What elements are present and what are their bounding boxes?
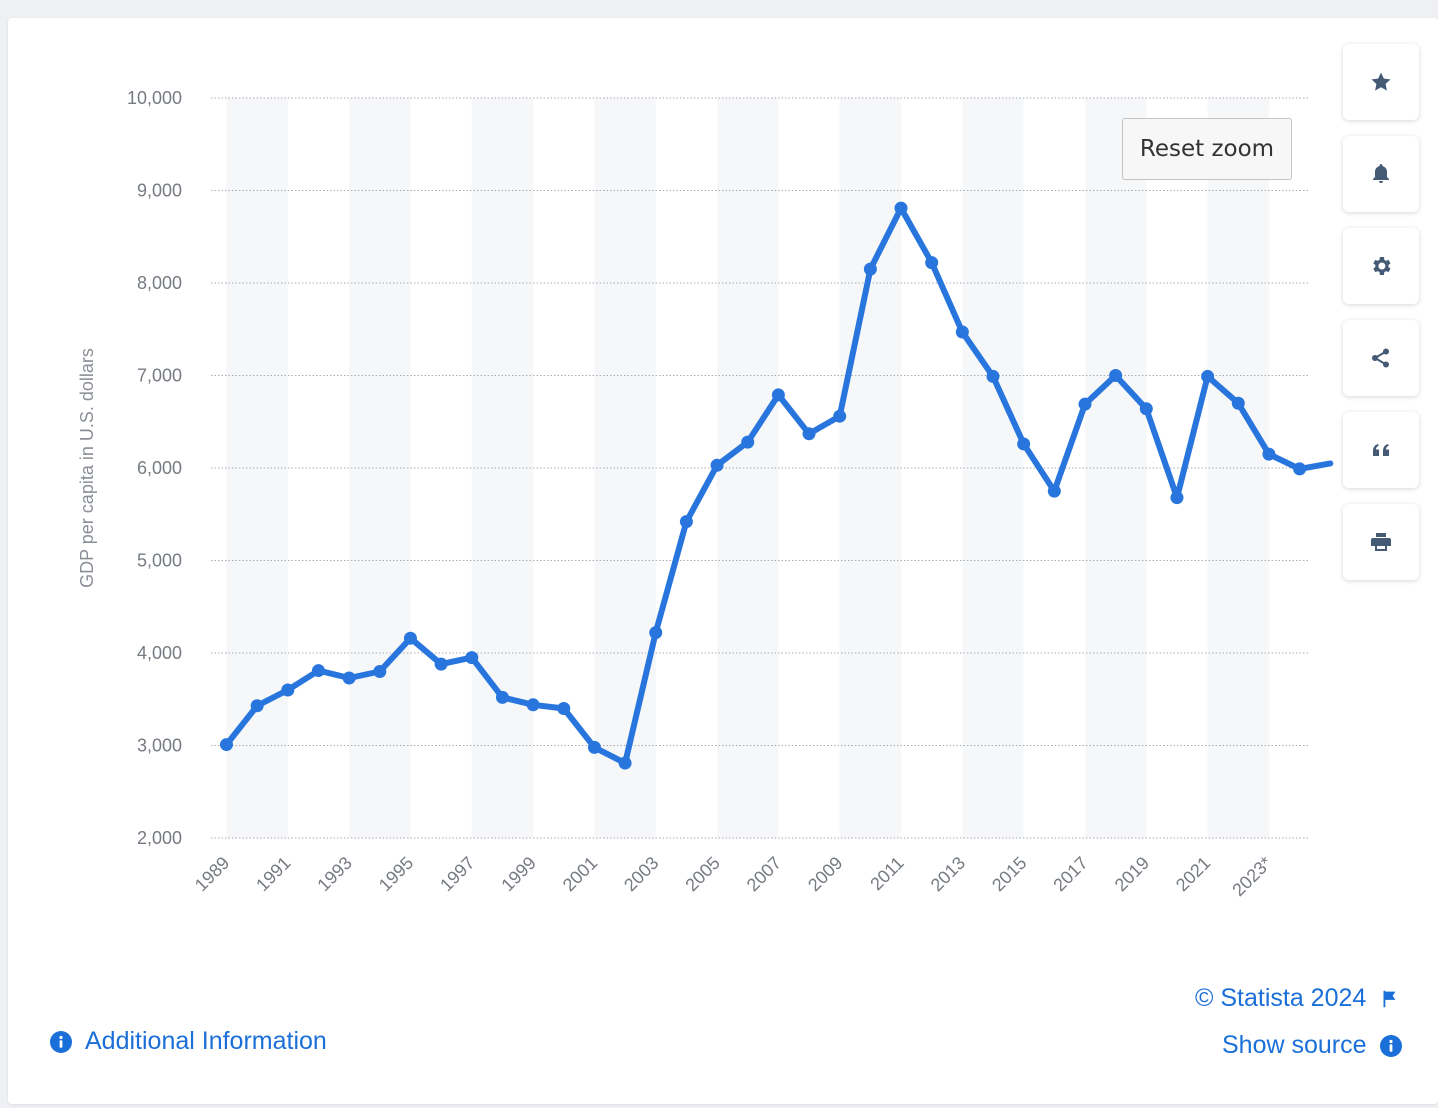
data-point-2023[interactable] xyxy=(1262,447,1276,461)
x-tick-label: 2013 xyxy=(927,853,969,895)
data-point-1995[interactable] xyxy=(403,631,417,645)
share-icon xyxy=(1372,348,1389,368)
y-tick-label: 6,000 xyxy=(137,458,182,478)
copyright-link[interactable]: © Statista 2024 xyxy=(1195,984,1400,1013)
data-point-2014[interactable] xyxy=(986,369,1000,383)
cite-button[interactable] xyxy=(1343,412,1419,488)
data-point-1997[interactable] xyxy=(465,651,479,665)
x-tick-label: 2023* xyxy=(1228,853,1275,900)
x-tick-label: 2017 xyxy=(1049,853,1091,895)
data-point-2005[interactable] xyxy=(710,458,724,472)
y-tick-label: 3,000 xyxy=(137,736,182,756)
print-button[interactable] xyxy=(1343,504,1419,580)
data-point-2000[interactable] xyxy=(557,702,571,715)
data-point-2013[interactable] xyxy=(955,325,969,339)
data-point-2012[interactable] xyxy=(925,256,939,270)
favorite-button[interactable] xyxy=(1343,44,1419,120)
x-tick-label: 2003 xyxy=(620,853,662,895)
additional-information-text: Additional Information xyxy=(85,1027,327,1055)
data-point-1999[interactable] xyxy=(526,698,540,712)
x-tick-label: 2021 xyxy=(1172,853,1214,895)
data-point-2004[interactable] xyxy=(679,515,693,529)
show-source-link[interactable]: Show source xyxy=(1222,1031,1402,1060)
data-point-1992[interactable] xyxy=(311,664,325,678)
data-point-2006[interactable] xyxy=(741,435,755,449)
data-point-2011[interactable] xyxy=(894,201,908,215)
y-axis-label: GDP per capita in U.S. dollars xyxy=(77,348,97,588)
bell-icon xyxy=(1373,164,1389,183)
data-point-2002[interactable] xyxy=(618,756,632,770)
x-tick-label: 1991 xyxy=(252,853,294,895)
gear-icon xyxy=(1373,257,1391,275)
x-tick-label: 1999 xyxy=(497,853,539,895)
x-tick-label: 2005 xyxy=(681,853,723,895)
data-point-2022[interactable] xyxy=(1231,396,1245,410)
data-point-2003[interactable] xyxy=(649,626,663,640)
star-icon xyxy=(1371,72,1391,91)
info-icon xyxy=(1379,1034,1402,1057)
data-point-1993[interactable] xyxy=(342,671,356,685)
data-point-1998[interactable] xyxy=(495,690,509,704)
additional-information-link[interactable]: Additional Information xyxy=(50,1027,327,1056)
data-point-2016[interactable] xyxy=(1047,484,1061,498)
x-tick-label: 2011 xyxy=(866,853,908,895)
reset-zoom-button[interactable]: Reset zoom xyxy=(1122,118,1292,180)
y-tick-label: 2,000 xyxy=(137,828,182,848)
y-tick-label: 8,000 xyxy=(137,273,182,293)
x-tick-label: 1989 xyxy=(191,853,233,895)
data-point-1990[interactable] xyxy=(250,699,264,713)
data-point-2020[interactable] xyxy=(1170,491,1184,505)
data-point-2017[interactable] xyxy=(1078,397,1092,411)
data-point-2007[interactable] xyxy=(771,388,785,402)
copyright-text: © Statista 2024 xyxy=(1195,984,1367,1012)
x-tick-label: 2019 xyxy=(1111,853,1153,895)
x-tick-label: 2001 xyxy=(559,853,601,895)
flag-icon xyxy=(1383,990,1396,1007)
data-point-1989[interactable] xyxy=(220,738,233,752)
x-tick-label: 1997 xyxy=(436,853,478,895)
y-tick-label: 10,000 xyxy=(127,88,182,108)
x-tick-label: 2009 xyxy=(804,853,846,895)
notification-button[interactable] xyxy=(1343,136,1419,212)
x-tick-label: 2007 xyxy=(743,853,785,895)
show-source-text: Show source xyxy=(1222,1031,1367,1059)
y-tick-label: 9,000 xyxy=(137,181,182,201)
data-point-1994[interactable] xyxy=(373,665,387,678)
x-tick-label: 2015 xyxy=(988,853,1030,895)
data-point-2010[interactable] xyxy=(863,262,877,276)
data-point-2021[interactable] xyxy=(1201,369,1215,383)
data-point-2001[interactable] xyxy=(587,740,601,754)
share-button[interactable] xyxy=(1343,320,1419,396)
data-point-2009[interactable] xyxy=(833,409,847,423)
quote-icon xyxy=(1373,444,1389,456)
y-tick-label: 5,000 xyxy=(137,551,182,571)
y-tick-label: 4,000 xyxy=(137,643,182,663)
info-icon xyxy=(50,1030,72,1053)
data-point-2015[interactable] xyxy=(1017,437,1031,451)
x-tick-label: 1995 xyxy=(375,853,417,895)
print-icon xyxy=(1371,533,1391,551)
data-point-2008[interactable] xyxy=(802,427,816,441)
data-point-2024[interactable] xyxy=(1293,462,1307,476)
settings-button[interactable] xyxy=(1343,228,1419,304)
y-tick-label: 7,000 xyxy=(137,366,182,386)
data-point-2019[interactable] xyxy=(1139,402,1153,416)
data-point-1996[interactable] xyxy=(434,657,448,671)
x-tick-label: 1993 xyxy=(314,853,356,895)
data-point-1991[interactable] xyxy=(281,683,295,697)
data-point-2018[interactable] xyxy=(1109,369,1123,382)
